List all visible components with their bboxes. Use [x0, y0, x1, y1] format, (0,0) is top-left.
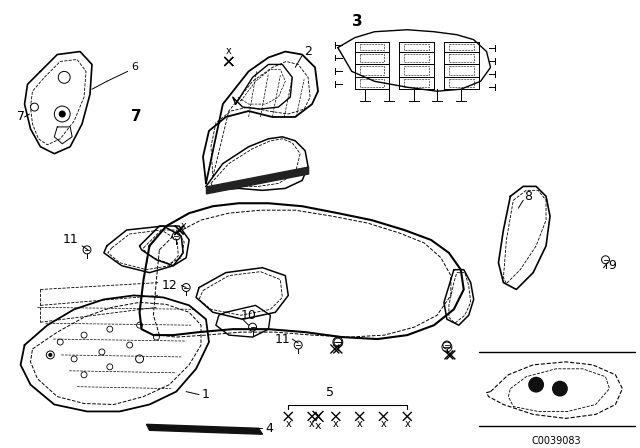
Text: 4: 4 — [266, 422, 273, 435]
Circle shape — [528, 377, 544, 392]
Text: C0039083: C0039083 — [531, 436, 580, 446]
Text: x: x — [333, 419, 339, 429]
Circle shape — [49, 353, 52, 357]
Text: x: x — [226, 46, 232, 56]
Text: x: x — [404, 419, 410, 429]
Text: 10: 10 — [241, 309, 257, 322]
Text: x: x — [309, 419, 315, 429]
Text: x: x — [180, 221, 186, 231]
Circle shape — [60, 111, 65, 117]
Text: 8: 8 — [524, 190, 532, 203]
Text: 11: 11 — [275, 332, 290, 345]
Text: 11: 11 — [62, 233, 78, 246]
Text: 5: 5 — [326, 386, 334, 399]
Text: x: x — [314, 410, 322, 423]
Text: 6: 6 — [131, 62, 138, 73]
Text: 7: 7 — [17, 111, 24, 124]
Text: 1: 1 — [202, 388, 210, 401]
Text: x: x — [381, 419, 387, 429]
Text: x: x — [356, 419, 362, 429]
Text: 7: 7 — [131, 109, 142, 125]
Text: 2: 2 — [304, 45, 312, 58]
Text: 9: 9 — [609, 259, 616, 272]
Text: 12: 12 — [161, 279, 177, 292]
Text: x: x — [315, 421, 321, 431]
Text: 3: 3 — [353, 14, 363, 29]
Circle shape — [552, 381, 568, 396]
Polygon shape — [147, 424, 262, 434]
Text: x: x — [285, 419, 291, 429]
